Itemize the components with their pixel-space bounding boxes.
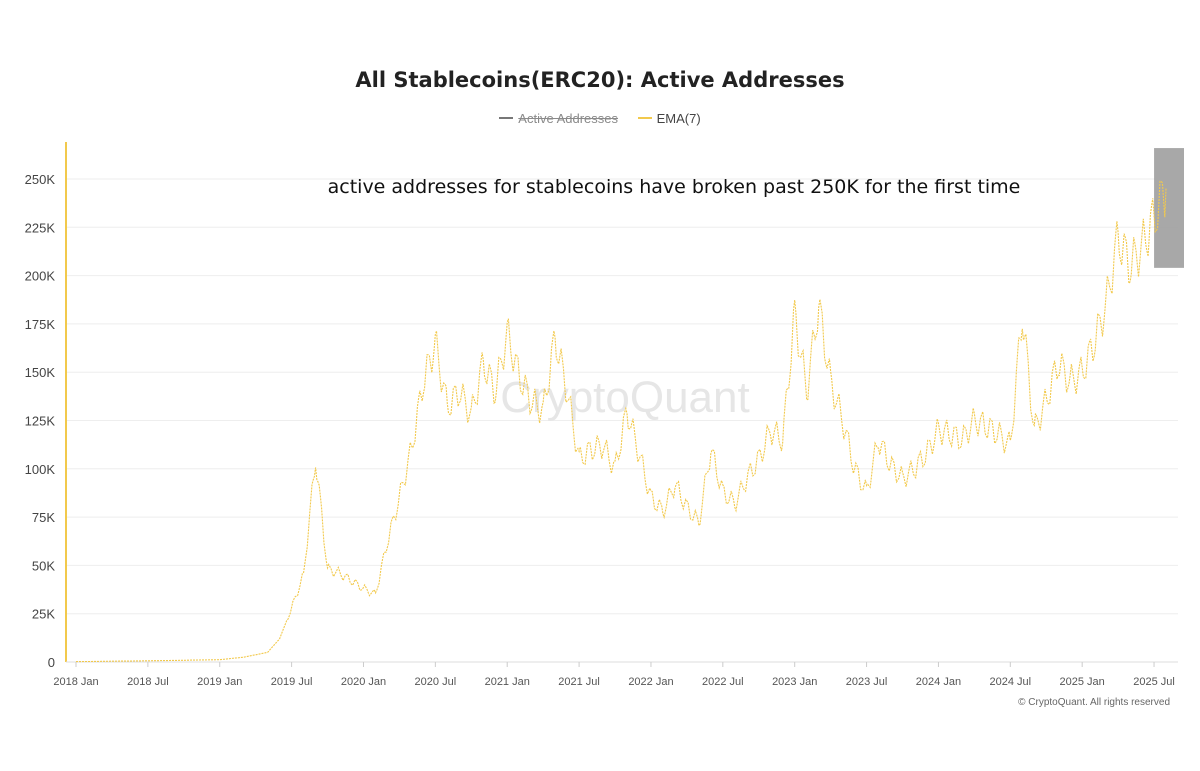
y-tick-label: 250K [25, 172, 56, 187]
chart-title: All Stablecoins(ERC20): Active Addresses [355, 68, 845, 92]
x-tick-label: 2020 Jul [415, 676, 457, 688]
x-tick-label: 2024 Jul [990, 676, 1032, 688]
y-tick-label: 75K [32, 510, 55, 525]
x-tick-label: 2022 Jul [702, 676, 744, 688]
x-tick-label: 2025 Jul [1133, 676, 1175, 688]
legend-item-active-addresses[interactable]: Active Addresses [499, 111, 618, 126]
x-tick-label: 2024 Jan [916, 676, 961, 688]
y-tick-label: 200K [25, 269, 56, 284]
y-tick-label: 175K [25, 317, 56, 332]
copyright-footer: © CryptoQuant. All rights reserved [1018, 697, 1170, 708]
x-tick-label: 2019 Jul [271, 676, 313, 688]
x-tick-label: 2021 Jul [558, 676, 600, 688]
legend-label-ema: EMA(7) [656, 110, 701, 126]
x-tick-label: 2023 Jul [846, 676, 888, 688]
annotation-text: active addresses for stablecoins have br… [328, 176, 1021, 198]
series-layer [75, 180, 1167, 663]
y-tick-label: 25K [32, 607, 55, 622]
x-tick-label: 2023 Jan [772, 676, 817, 688]
chart-legend: Active Addresses EMA(7) [0, 107, 1200, 126]
grid-layer [66, 178, 1178, 615]
y-tick-label: 50K [32, 558, 55, 573]
y-tick-label: 100K [25, 462, 56, 477]
watermark: CryptoQuant [500, 373, 749, 422]
y-tick-label: 0 [48, 655, 55, 670]
legend-item-ema[interactable]: EMA(7) [637, 110, 701, 126]
x-tick-label: 2019 Jan [197, 676, 242, 688]
x-tick-label: 2020 Jan [341, 676, 386, 688]
legend-label-active-addresses: Active Addresses [518, 110, 619, 126]
series-line-ema [75, 180, 1167, 663]
x-tick-label: 2025 Jan [1060, 676, 1105, 688]
y-axis: 0 25K 50K 75K 100K 125K 150K 175K 200K 225K 250K [25, 142, 67, 670]
y-tick-label: 150K [25, 365, 56, 380]
legend-swatch-active-addresses [499, 117, 514, 119]
x-axis: 2018 Jan 2018 Jul 2019 Jan 2019 Jul 2020 Jan… [53, 661, 1178, 688]
x-tick-label: 2021 Jan [485, 676, 530, 688]
y-tick-label: 225K [25, 220, 56, 235]
y-tick-label: 125K [25, 413, 56, 428]
highlight-box [1154, 148, 1184, 268]
legend-swatch-ema [637, 117, 652, 119]
x-tick-label: 2018 Jul [127, 676, 169, 688]
x-tick-label: 2022 Jan [628, 676, 673, 688]
x-tick-label: 2018 Jan [53, 676, 98, 688]
